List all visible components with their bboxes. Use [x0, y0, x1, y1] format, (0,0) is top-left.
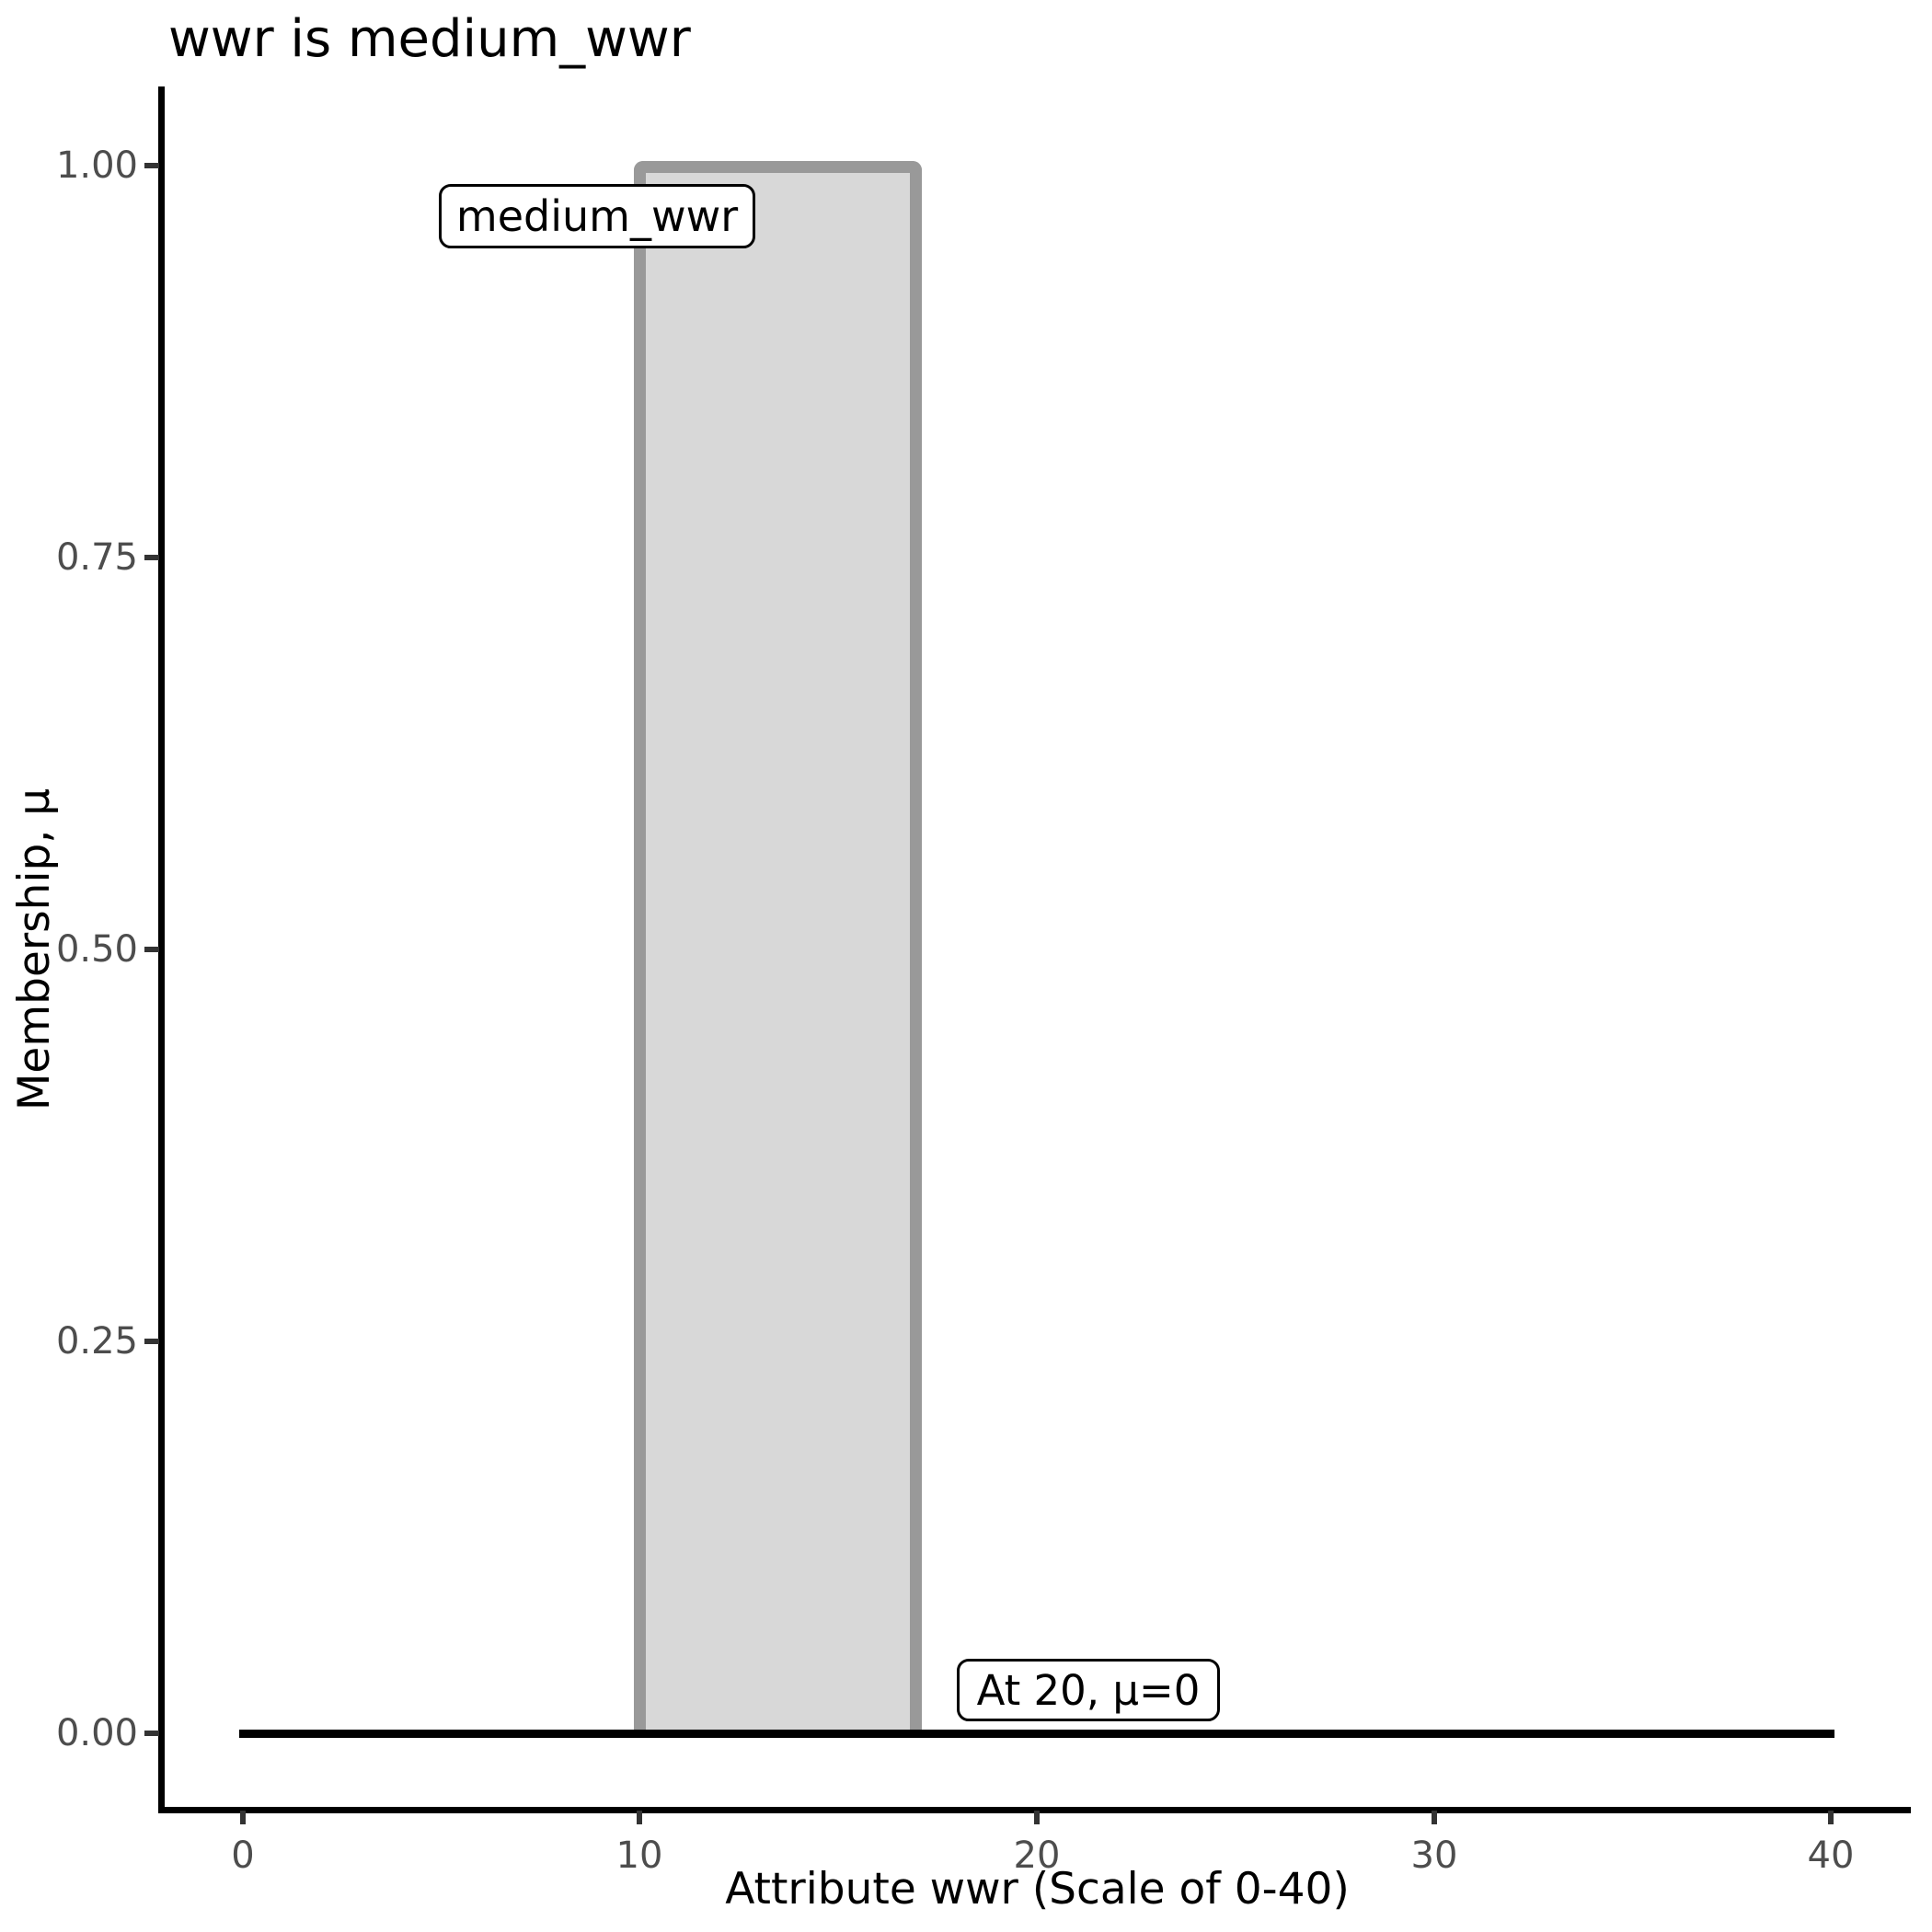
membership-shape-medium-wwr [634, 161, 922, 1733]
y-tick-mark [144, 947, 159, 952]
y-axis-title: Membership, μ [9, 788, 60, 1111]
baseline-zero-line [239, 1730, 1834, 1738]
annotation-medium-wwr: medium_wwr [439, 184, 755, 248]
y-tick-mark [144, 163, 159, 168]
y-axis-line [158, 86, 165, 1813]
annotation-at-20-mu-0: At 20, μ=0 [957, 1659, 1220, 1721]
x-tick-mark [1828, 1811, 1834, 1824]
y-tick-label: 0.25 [55, 1320, 138, 1363]
annotation-at-20-mu-0-text: At 20, μ=0 [976, 1665, 1201, 1715]
y-tick-label: 1.00 [55, 144, 138, 187]
x-tick-label: 30 [1410, 1834, 1458, 1877]
y-tick-mark [144, 555, 159, 560]
x-tick-mark [1432, 1811, 1437, 1824]
y-tick-label: 0.50 [55, 928, 138, 971]
x-tick-mark [240, 1811, 246, 1824]
x-tick-label: 10 [615, 1834, 663, 1877]
x-tick-mark [1034, 1811, 1040, 1824]
y-tick-mark [144, 1731, 159, 1736]
x-tick-label: 20 [1013, 1834, 1061, 1877]
x-axis-title: Attribute wwr (Scale of 0-40) [725, 1864, 1350, 1915]
x-axis-line [158, 1807, 1911, 1813]
x-tick-label: 0 [231, 1834, 255, 1877]
y-tick-mark [144, 1339, 159, 1344]
y-tick-label: 0.00 [55, 1712, 138, 1754]
annotation-medium-wwr-text: medium_wwr [455, 191, 739, 241]
x-tick-mark [637, 1811, 642, 1824]
chart-title: wwr is medium_wwr [168, 9, 691, 69]
y-tick-label: 0.75 [55, 536, 138, 579]
x-tick-label: 40 [1807, 1834, 1855, 1877]
